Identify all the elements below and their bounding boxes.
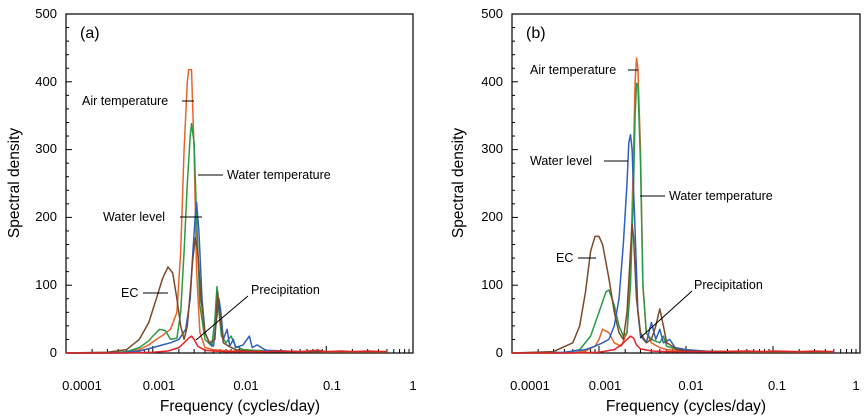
annotation-label: Air temperature	[82, 94, 168, 108]
x-tick-label: 0.0001	[62, 378, 102, 393]
x-tick-label: 0.001	[589, 378, 622, 393]
y-tick-labels: 0 100 200 300 400 500	[481, 6, 503, 360]
y-tick-label: 500	[35, 6, 57, 21]
y-tick-label: 300	[35, 141, 57, 156]
x-tick-label: 1	[852, 378, 859, 393]
annotation-label: Water level	[530, 154, 592, 168]
series-line-ec	[511, 223, 834, 354]
annotation-label: EC	[556, 251, 573, 265]
x-tick-labels: 0.0001 0.001 0.01 0.1 1	[62, 378, 417, 393]
leader-line	[195, 295, 249, 341]
annotation-label: Water temperature	[669, 189, 773, 203]
series-line-ec	[65, 236, 387, 354]
series-line-air-temperature	[512, 57, 834, 354]
y-tick-label: 300	[481, 141, 503, 156]
y-axis-label: Spectral density	[6, 128, 23, 239]
axis-ticks	[65, 13, 414, 354]
y-tick-label: 100	[35, 277, 57, 292]
x-tick-label: 0.1	[323, 378, 341, 393]
annotation-water-level: Water level	[103, 210, 202, 224]
annotation-label: Precipitation	[251, 283, 320, 297]
annotation-ec: EC	[121, 286, 168, 300]
annotation-air-temperature: Air temperature	[82, 94, 194, 108]
x-tick-label: 0.1	[768, 378, 786, 393]
annotation-label: Air temperature	[530, 63, 616, 77]
series-line-precipitation	[512, 335, 834, 354]
x-tick-label: 1	[409, 378, 416, 393]
series-layer	[65, 68, 387, 354]
y-tick-label: 200	[481, 209, 503, 224]
series-line-water-level	[511, 133, 834, 354]
y-tick-label: 500	[481, 6, 503, 21]
annotation-precipitation: Precipitation	[195, 283, 320, 341]
annotation-label: Water level	[103, 210, 165, 224]
annotation-label: EC	[121, 286, 138, 300]
plot-frame	[65, 13, 414, 354]
panel-a: (a) 0 100 200 300 400 500 0.0001 0.001 0…	[6, 6, 417, 415]
series-line-water-temperature	[512, 82, 834, 354]
x-axis-label: Frequency (cycles/day)	[160, 398, 320, 415]
annotation-ec: EC	[556, 251, 596, 265]
x-tick-label: 0.0001	[510, 378, 550, 393]
annotation-label: Water temperature	[227, 168, 331, 182]
series-line-water-level	[66, 201, 387, 354]
x-axis-label: Frequency (cycles/day)	[606, 398, 766, 415]
y-axis-label: Spectral density	[450, 128, 467, 239]
annotation-water-temperature: Water temperature	[198, 168, 331, 182]
y-tick-label: 400	[35, 74, 57, 89]
annotation-precipitation: Precipitation	[639, 278, 763, 339]
y-tick-label: 400	[481, 74, 503, 89]
y-tick-label: 100	[481, 277, 503, 292]
annotation-water-level: Water level	[530, 154, 628, 168]
x-tick-label: 0.01	[678, 378, 703, 393]
annotation-water-temperature: Water temperature	[640, 189, 773, 203]
y-tick-label: 200	[35, 209, 57, 224]
series-line-precipitation	[66, 335, 387, 354]
leader-line	[639, 290, 693, 339]
annotation-air-temperature: Air temperature	[530, 63, 638, 77]
y-tick-label: 0	[50, 345, 57, 360]
panel-b: (b) 0 100 200 300 400 500 0.0001 0.001 0…	[450, 6, 861, 415]
x-tick-label: 0.01	[233, 378, 258, 393]
panel-label: (b)	[526, 25, 546, 42]
series-layer	[511, 57, 834, 354]
x-tick-labels: 0.0001 0.001 0.01 0.1 1	[510, 378, 860, 393]
y-tick-label: 0	[496, 345, 503, 360]
x-tick-label: 0.001	[143, 378, 176, 393]
series-line-water-temperature	[66, 123, 387, 354]
annotation-label: Precipitation	[694, 278, 763, 292]
panel-label: (a)	[80, 25, 100, 42]
y-tick-labels: 0 100 200 300 400 500	[35, 6, 57, 360]
